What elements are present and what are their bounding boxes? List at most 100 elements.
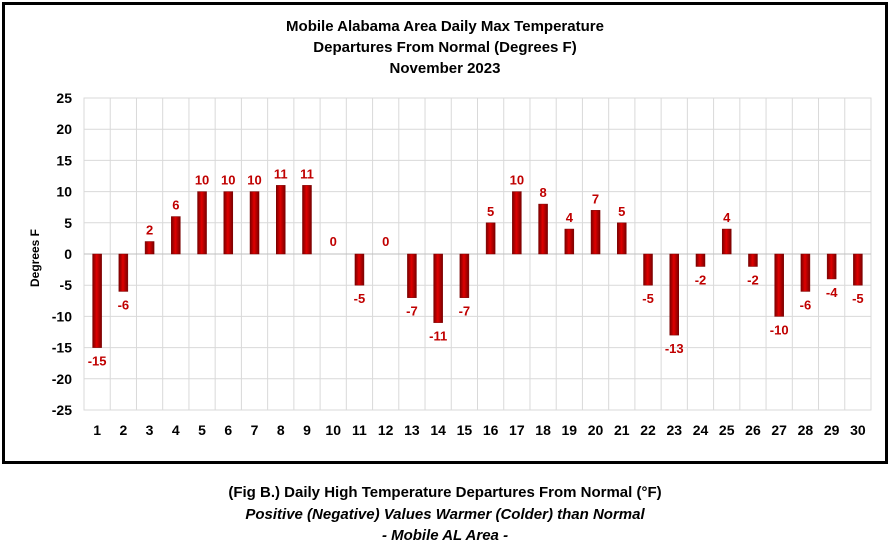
data-label-day-20: 7 — [592, 191, 599, 206]
y-tick-label: -15 — [52, 340, 72, 356]
y-tick-label: -20 — [52, 371, 72, 387]
x-tick-label: 3 — [146, 422, 154, 438]
figure-caption-title: (Fig B.) Daily High Temperature Departur… — [228, 484, 662, 501]
data-label-day-4: 6 — [172, 198, 179, 213]
x-tick-label: 29 — [824, 422, 840, 438]
data-label-day-24: -2 — [695, 272, 707, 287]
y-tick-label: -5 — [60, 277, 73, 293]
x-axis-tick-labels: 1 2 3 4 5 6 7 8 9 10 11 12 13 14 15 16 17 18 19 20 21 22 23 24 2… — [93, 422, 866, 438]
chart-bars — [92, 185, 863, 348]
bar-day-14 — [433, 253, 443, 323]
bar-day-17 — [512, 191, 522, 255]
x-tick-label: 4 — [172, 422, 180, 438]
x-tick-label: 22 — [640, 422, 656, 438]
bar-day-27 — [774, 253, 784, 317]
data-label-day-27: -10 — [770, 322, 789, 337]
bar-day-20 — [590, 210, 601, 255]
bar-day-16 — [485, 222, 496, 255]
bar-day-4 — [171, 216, 181, 255]
bar-day-29 — [826, 253, 837, 280]
x-tick-label: 10 — [325, 422, 341, 438]
data-label-day-7: 10 — [247, 173, 261, 188]
x-tick-label: 26 — [745, 422, 761, 438]
data-label-day-30: -5 — [852, 291, 864, 306]
bar-day-22 — [643, 253, 653, 286]
y-tick-label: 20 — [56, 121, 72, 137]
x-tick-label: 12 — [378, 422, 394, 438]
x-tick-label: 19 — [562, 422, 578, 438]
chart-title-line: Mobile Alabama Area Daily Max Temperatur… — [286, 18, 604, 35]
data-label-day-18: 8 — [539, 185, 546, 200]
x-tick-label: 15 — [457, 422, 473, 438]
bar-day-15 — [459, 253, 470, 298]
x-tick-label: 24 — [693, 422, 709, 438]
y-tick-label: -10 — [52, 308, 72, 324]
data-label-day-21: 5 — [618, 204, 625, 219]
x-tick-label: 7 — [251, 422, 259, 438]
y-tick-label: 15 — [56, 152, 72, 168]
bar-day-25 — [721, 228, 732, 255]
data-label-day-6: 10 — [221, 173, 235, 188]
y-tick-label: 0 — [64, 246, 72, 262]
x-tick-label: 25 — [719, 422, 735, 438]
x-tick-label: 13 — [404, 422, 420, 438]
data-label-day-5: 10 — [195, 173, 209, 188]
chart-grid — [83, 97, 872, 411]
bar-day-6 — [223, 191, 234, 255]
data-label-day-28: -6 — [800, 297, 812, 312]
y-axis-tick-labels: 25 20 15 10 5 0 -5 -10 -15 -20 -25 — [52, 90, 72, 418]
x-tick-label: 23 — [666, 422, 682, 438]
data-label-day-3: 2 — [146, 223, 153, 238]
chart-title-line: November 2023 — [390, 60, 501, 77]
x-tick-label: 5 — [198, 422, 206, 438]
y-tick-label: 10 — [56, 184, 72, 200]
data-label-day-1: -15 — [88, 354, 107, 369]
data-label-day-22: -5 — [642, 291, 654, 306]
x-tick-label: 8 — [277, 422, 285, 438]
chart-frame: Mobile Alabama Area Daily Max Temperatur… — [2, 2, 888, 464]
x-tick-label: 21 — [614, 422, 630, 438]
figure-caption-location: - Mobile AL Area - — [381, 527, 509, 544]
x-tick-label: 1 — [93, 422, 101, 438]
bar-day-2 — [118, 253, 129, 292]
x-tick-label: 18 — [535, 422, 551, 438]
bar-day-8 — [276, 185, 286, 255]
data-label-day-8: 11 — [274, 166, 288, 181]
x-tick-label: 9 — [303, 422, 311, 438]
data-label-day-16: 5 — [487, 204, 494, 219]
bar-day-7 — [249, 191, 260, 255]
chart-title-line: Departures From Normal (Degrees F) — [313, 39, 576, 56]
data-label-day-19: 4 — [566, 210, 574, 225]
bar-day-9 — [302, 185, 312, 255]
bar-day-18 — [538, 203, 548, 255]
data-label-day-25: 4 — [723, 210, 731, 225]
x-tick-label: 20 — [588, 422, 604, 438]
x-tick-label: 28 — [798, 422, 814, 438]
data-label-day-17: 10 — [510, 173, 524, 188]
x-tick-label: 17 — [509, 422, 525, 438]
x-tick-label: 2 — [119, 422, 127, 438]
x-tick-label: 14 — [430, 422, 446, 438]
bar-day-26 — [748, 253, 758, 267]
chart-data-labels: -15 -6 2 6 10 10 10 11 11 0 -5 0 -7 -11 -7 5 10 8 4 7 5 -5 -13… — [88, 166, 864, 368]
data-label-day-29: -4 — [826, 285, 838, 300]
x-tick-label: 30 — [850, 422, 866, 438]
data-label-day-14: -11 — [429, 329, 447, 344]
data-label-day-11: -5 — [354, 291, 366, 306]
data-label-day-23: -13 — [665, 341, 684, 356]
bar-day-5 — [197, 191, 207, 255]
bar-day-23 — [669, 253, 679, 336]
bar-day-28 — [800, 253, 811, 292]
bar-day-11 — [354, 253, 365, 286]
bar-day-21 — [617, 222, 627, 255]
x-tick-label: 6 — [224, 422, 232, 438]
y-axis-label: Degrees F — [28, 229, 42, 287]
bar-day-13 — [407, 253, 417, 298]
x-tick-label: 11 — [352, 422, 367, 438]
data-label-day-15: -7 — [459, 304, 471, 319]
bar-day-24 — [695, 253, 706, 267]
x-tick-label: 16 — [483, 422, 499, 438]
data-label-day-9: 11 — [300, 166, 314, 181]
bar-day-30 — [853, 253, 863, 286]
y-tick-label: -25 — [52, 402, 72, 418]
